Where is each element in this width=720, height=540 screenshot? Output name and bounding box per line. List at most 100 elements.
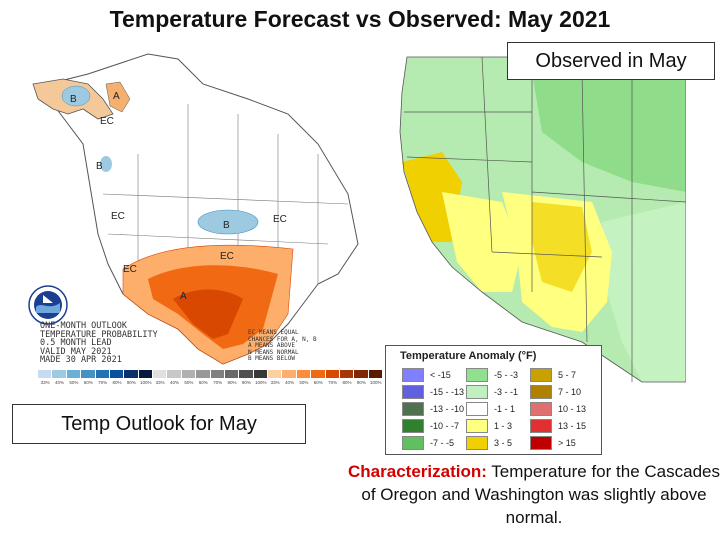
svg-text:B: B — [70, 94, 77, 105]
scale-swatch — [325, 370, 340, 378]
legend-title: Temperature Anomaly (°F) — [400, 350, 537, 362]
legend-swatch — [466, 419, 488, 433]
scale-label: 100% — [370, 380, 382, 385]
legend-label: -1 - 1 — [494, 404, 516, 414]
legend-label: 1 - 3 — [494, 421, 513, 431]
legend-swatch — [530, 436, 552, 450]
svg-text:A: A — [113, 91, 120, 102]
scale-swatch — [95, 370, 110, 378]
legend-label: 5 - 7 — [558, 370, 577, 380]
scale-swatch — [66, 370, 82, 378]
legend-label: -3 - -1 — [494, 387, 519, 397]
legend-swatch — [402, 385, 424, 399]
scale-swatch — [311, 370, 326, 378]
legend-swatch — [402, 436, 424, 450]
legend-item: < -15 — [402, 368, 466, 382]
scale-swatch — [153, 370, 168, 378]
legend-label: > 15 — [558, 438, 576, 448]
legend-item: -5 - -3 — [466, 368, 530, 382]
legend-item: -15 - -13 — [402, 385, 466, 399]
legend-label: -5 - -3 — [494, 370, 519, 380]
legend-swatch — [530, 368, 552, 382]
outlook-map-graphic: B A EC B EC B EC EC EC A — [32, 53, 359, 365]
scale-label: 90% — [356, 380, 366, 385]
scale-label: 33% — [40, 380, 50, 385]
scale-swatch — [224, 370, 240, 378]
legend-item: 3 - 5 — [466, 436, 530, 450]
scale-label: 90% — [241, 380, 251, 385]
scale-swatch — [81, 370, 96, 378]
anomaly-legend: Temperature Anomaly (°F) < -15 -5 - -3 5 -… — [385, 345, 602, 455]
legend-item: > 15 — [530, 436, 594, 450]
scale-label: 60% — [198, 380, 208, 385]
scale-label: 100% — [140, 380, 152, 385]
temperature-outlook-map: B A EC B EC B EC EC EC A — [28, 44, 388, 389]
legend-swatch — [530, 385, 552, 399]
scale-swatch — [368, 370, 383, 378]
legend-label: 13 - 15 — [558, 421, 587, 431]
scale-label: 50% — [299, 380, 309, 385]
legend-swatch — [402, 368, 424, 382]
scale-swatch — [167, 370, 182, 378]
legend-item: -13 - -10 — [402, 402, 466, 416]
scale-label: 40% — [285, 380, 295, 385]
legend-item: -7 - -5 — [402, 436, 466, 450]
characterization-caption: Characterization: Temperature for the Ca… — [348, 460, 720, 529]
scale-swatch — [109, 370, 125, 378]
scale-swatch — [296, 370, 312, 378]
legend-label: -10 - -7 — [430, 421, 460, 431]
legend-item: -10 - -7 — [402, 419, 466, 433]
legend-label: 10 - 13 — [558, 404, 587, 414]
legend-item: -3 - -1 — [466, 385, 530, 399]
legend-label: -7 - -5 — [430, 438, 455, 448]
scale-swatch — [196, 370, 211, 378]
probability-scale-labels: 33% 40% 50% 60% 70% 80% 90% 100% 33% 40% 50% 60% 70%… — [38, 380, 383, 385]
scale-swatch — [124, 370, 139, 378]
scale-label: 60% — [83, 380, 93, 385]
svg-text:EC: EC — [220, 251, 234, 262]
svg-text:A: A — [180, 291, 187, 302]
scale-label: 100% — [255, 380, 267, 385]
svg-text:EC: EC — [123, 264, 137, 275]
legend-swatch — [466, 436, 488, 450]
scale-swatch — [354, 370, 369, 378]
scale-swatch — [38, 370, 53, 378]
scale-label: 70% — [213, 380, 223, 385]
legend-item: 1 - 3 — [466, 419, 530, 433]
noaa-logo-icon — [28, 285, 68, 325]
page-title: Temperature Forecast vs Observed: May 20… — [109, 6, 611, 32]
scale-swatch — [268, 370, 283, 378]
observed-map-label: Observed in May — [507, 42, 715, 80]
scale-label: 40% — [170, 380, 180, 385]
scale-label: 33% — [155, 380, 165, 385]
scale-label: 80% — [342, 380, 352, 385]
scale-swatch — [138, 370, 153, 378]
scale-label: 50% — [69, 380, 79, 385]
svg-text:EC: EC — [100, 116, 114, 127]
legend-item: 5 - 7 — [530, 368, 594, 382]
scale-swatch — [52, 370, 67, 378]
svg-text:EC: EC — [111, 211, 125, 222]
legend-label: < -15 — [430, 370, 451, 380]
legend-swatch — [402, 402, 424, 416]
scale-label: 70% — [98, 380, 108, 385]
scale-label: 60% — [313, 380, 323, 385]
legend-label: 3 - 5 — [494, 438, 513, 448]
scale-label: 50% — [184, 380, 194, 385]
scale-swatch — [210, 370, 225, 378]
svg-text:B: B — [223, 220, 230, 231]
scale-label: 80% — [112, 380, 122, 385]
scale-label: 70% — [328, 380, 338, 385]
legend-item: 7 - 10 — [530, 385, 594, 399]
outlook-map-label: Temp Outlook for May — [12, 404, 306, 444]
scale-swatch — [339, 370, 355, 378]
scale-label: 80% — [227, 380, 237, 385]
legend-item: 10 - 13 — [530, 402, 594, 416]
probability-color-scale — [38, 370, 383, 380]
legend-item: -1 - 1 — [466, 402, 530, 416]
legend-label: 7 - 10 — [558, 387, 582, 397]
legend-grid: < -15 -5 - -3 5 - 7 -15 - -13 -3 - -1 7 - 10 -… — [402, 368, 594, 450]
scale-swatch — [181, 370, 197, 378]
scale-swatch — [282, 370, 297, 378]
svg-text:EC: EC — [273, 214, 287, 225]
